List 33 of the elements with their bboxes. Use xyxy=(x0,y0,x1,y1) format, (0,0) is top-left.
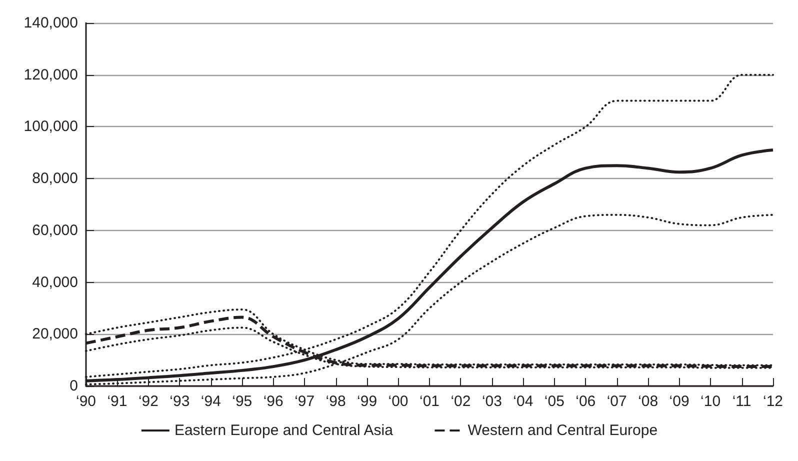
x-tick-label: ‘03 xyxy=(482,393,502,410)
x-tick-label: ‘06 xyxy=(576,393,596,410)
x-tick-label: ‘96 xyxy=(263,393,284,410)
y-tick-label: 20,000 xyxy=(32,326,78,343)
x-tick-label: ‘02 xyxy=(450,393,471,410)
y-tick-label: 140,000 xyxy=(24,14,78,32)
y-tick-label: 100,000 xyxy=(24,118,78,136)
x-tick-label: ‘07 xyxy=(606,393,627,410)
y-tick-label: 80,000 xyxy=(32,170,78,188)
x-tick-label: ‘98 xyxy=(326,393,346,410)
x-tick-label: ‘04 xyxy=(513,393,534,410)
x-tick-label: ‘95 xyxy=(232,393,252,410)
x-tick-label: ‘93 xyxy=(170,393,190,410)
x-tick-label: ‘01 xyxy=(419,393,440,410)
x-tick-label: ‘91 xyxy=(107,393,128,410)
x-tick-label: ‘90 xyxy=(76,393,96,410)
x-tick-label: ‘00 xyxy=(388,393,408,410)
x-tick-label: ‘05 xyxy=(544,393,564,410)
legend-label: Eastern Europe and Central Asia xyxy=(174,422,394,439)
x-tick-label: ‘10 xyxy=(700,393,721,410)
x-tick-label: ‘97 xyxy=(294,393,315,410)
legend-label: Western and Central Europe xyxy=(468,422,658,439)
y-tick-label: 60,000 xyxy=(32,222,78,239)
x-tick-label: ‘12 xyxy=(762,393,784,410)
x-tick-label: ‘92 xyxy=(138,393,158,410)
y-tick-label: 0 xyxy=(70,378,78,394)
x-tick-label: ‘99 xyxy=(357,393,378,410)
y-tick-label: 120,000 xyxy=(24,66,78,84)
x-tick-label: ‘09 xyxy=(669,393,690,410)
y-tick-label: 40,000 xyxy=(32,274,78,291)
x-tick-label: ‘94 xyxy=(200,393,221,410)
x-tick-label: ‘11 xyxy=(732,393,752,410)
x-tick-label: ‘08 xyxy=(638,393,658,410)
